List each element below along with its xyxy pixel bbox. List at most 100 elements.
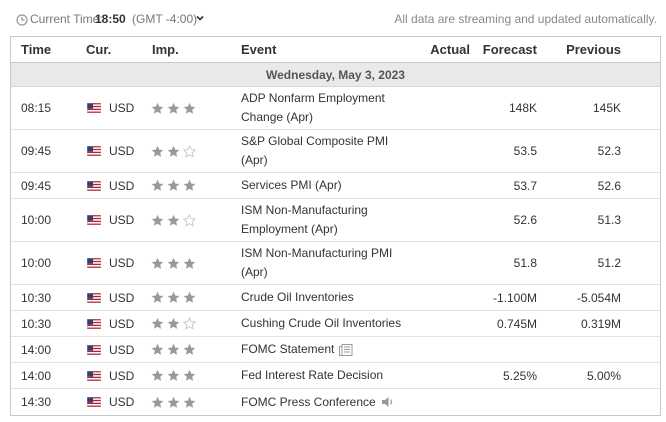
table-row[interactable]: 14:00 USD Fed Interest Rate Decision 5.25% 5… [11, 363, 660, 389]
table-row[interactable]: 10:00 USD ISM Non-Manufacturing Employment … [11, 199, 660, 242]
clock-icon [16, 14, 28, 26]
currency-flag [87, 173, 101, 198]
us-flag-icon [87, 215, 101, 225]
table-row[interactable]: 10:30 USD Crude Oil Inventories -1.100M -5.0… [11, 285, 660, 311]
event-name[interactable]: Crude Oil Inventories [241, 285, 431, 310]
star-filled-icon [183, 257, 196, 269]
table-body: 08:15 USD ADP Nonfarm Employment Change (Ap… [11, 87, 660, 415]
table-row[interactable]: 08:15 USD ADP Nonfarm Employment Change (Ap… [11, 87, 660, 130]
star-filled-icon [151, 214, 164, 226]
star-filled-icon [151, 343, 164, 355]
event-name-line2: Employment (Apr) [241, 222, 338, 236]
forecast-value: 53.7 [513, 178, 537, 193]
star-empty-icon [183, 213, 196, 227]
event-time: 10:30 [21, 290, 52, 305]
previous-value: 52.6 [597, 178, 621, 193]
event-name[interactable]: FOMC Statement [241, 337, 431, 362]
event-name-line1: FOMC Press Conference [241, 394, 376, 409]
speaker-icon[interactable] [381, 396, 395, 408]
star-filled-icon [151, 257, 164, 269]
header-previous: Previous [566, 42, 621, 57]
event-currency: USD [109, 178, 135, 193]
us-flag-icon [87, 344, 101, 355]
event-name[interactable]: ISM Non-Manufacturing Employment (Apr) [241, 199, 431, 241]
star-filled-icon [167, 214, 180, 226]
event-name-line1: ISM Non-Manufacturing PMI [241, 246, 393, 260]
star-filled-icon [167, 179, 180, 191]
importance-stars [151, 130, 199, 172]
star-filled-icon [151, 291, 164, 303]
event-name-line1: Crude Oil Inventories [241, 290, 354, 304]
forecast-value: 52.6 [513, 213, 537, 227]
event-time: 14:00 [21, 342, 52, 357]
star-filled-icon [167, 317, 180, 329]
currency-flag [87, 242, 101, 284]
table-row[interactable]: 09:45 USD Services PMI (Apr) 53.7 52.6 [11, 173, 660, 199]
table-row[interactable]: 10:00 USD ISM Non-Manufacturing PMI (Apr) 51… [11, 242, 660, 285]
importance-stars [151, 173, 199, 198]
currency-flag [87, 285, 101, 310]
us-flag-icon [87, 318, 101, 329]
star-filled-icon [167, 369, 180, 381]
previous-value: 51.2 [597, 256, 621, 270]
star-filled-icon [151, 102, 164, 114]
event-currency: USD [109, 395, 135, 409]
event-name-line1: FOMC Statement [241, 342, 335, 356]
event-name-line2: (Apr) [241, 265, 268, 279]
forecast-value: 5.25% [502, 368, 537, 383]
event-name-line2: (Apr) [241, 153, 268, 167]
document-icon[interactable] [339, 343, 353, 356]
header-time: Time [21, 42, 52, 57]
event-name[interactable]: ADP Nonfarm Employment Change (Apr) [241, 87, 431, 129]
economic-calendar-table: Time Cur. Imp. Event Actual Forecast Pre… [10, 36, 661, 416]
event-currency: USD [109, 144, 135, 158]
star-filled-icon [183, 102, 196, 114]
previous-value: 52.3 [597, 144, 621, 158]
importance-stars [151, 337, 199, 362]
star-filled-icon [151, 317, 164, 329]
event-time: 14:00 [21, 368, 52, 383]
table-row[interactable]: 14:30 USD FOMC Press Conference [11, 389, 660, 415]
star-filled-icon [167, 396, 180, 408]
previous-value: 51.3 [597, 213, 621, 227]
event-name[interactable]: S&P Global Composite PMI (Apr) [241, 130, 431, 172]
currency-flag [87, 87, 101, 129]
star-filled-icon [167, 102, 180, 114]
star-filled-icon [167, 343, 180, 355]
event-name[interactable]: ISM Non-Manufacturing PMI (Apr) [241, 242, 431, 284]
forecast-value: 53.5 [513, 144, 537, 158]
current-time-label: Current Time: [30, 12, 103, 26]
event-time: 14:30 [21, 395, 52, 409]
table-row[interactable]: 14:00 USD FOMC Statement [11, 337, 660, 363]
timezone-selector[interactable]: (GMT -4:00) [132, 12, 198, 26]
previous-value: 5.00% [586, 368, 621, 383]
event-name[interactable]: Fed Interest Rate Decision [241, 363, 431, 388]
event-name-line1: Services PMI (Apr) [241, 178, 342, 192]
event-time: 09:45 [21, 178, 52, 193]
event-currency: USD [109, 368, 135, 383]
us-flag-icon [87, 146, 101, 156]
event-time: 10:00 [21, 213, 52, 227]
header-forecast: Forecast [482, 42, 537, 57]
star-filled-icon [183, 291, 196, 303]
event-currency: USD [109, 316, 135, 331]
table-row[interactable]: 09:45 USD S&P Global Composite PMI (Apr) 53.… [11, 130, 660, 173]
chevron-down-icon[interactable] [195, 13, 205, 23]
importance-stars [151, 87, 199, 129]
event-name[interactable]: Services PMI (Apr) [241, 173, 431, 198]
star-filled-icon [183, 179, 196, 191]
event-name[interactable]: FOMC Press Conference [241, 389, 431, 415]
event-name[interactable]: Cushing Crude Oil Inventories [241, 311, 431, 336]
importance-stars [151, 363, 199, 388]
event-name-line1: S&P Global Composite PMI [241, 134, 389, 148]
event-time: 08:15 [21, 101, 52, 115]
importance-stars [151, 199, 199, 241]
table-row[interactable]: 10:30 USD Cushing Crude Oil Inventories 0.7… [11, 311, 660, 337]
day-separator: Wednesday, May 3, 2023 [11, 63, 660, 87]
currency-flag [87, 337, 101, 362]
forecast-value: 51.8 [513, 256, 537, 270]
event-currency: USD [109, 213, 135, 227]
currency-flag [87, 363, 101, 388]
forecast-value: 148K [508, 101, 537, 115]
importance-stars [151, 389, 199, 415]
